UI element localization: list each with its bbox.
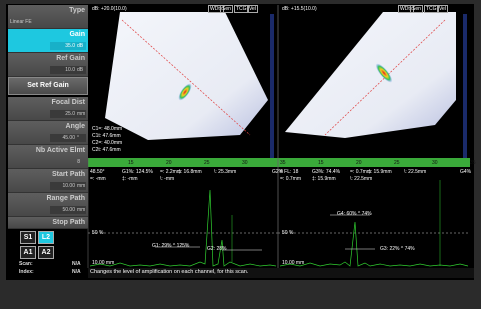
menu-label: Start Path xyxy=(8,171,85,178)
header-field: ‡: 16.8mm xyxy=(178,169,202,175)
ruler-label: 25 xyxy=(204,160,210,166)
ruler-label: 30 xyxy=(432,160,438,166)
header-field: ‡: 15.9mm xyxy=(312,176,336,182)
menu-label: Ref Gain xyxy=(8,55,85,62)
level-label: 50 % xyxy=(282,230,293,236)
view-button[interactable]: Vel xyxy=(247,5,258,13)
menu-label: Range Path xyxy=(8,195,85,202)
channel-button[interactable]: S1 xyxy=(20,231,36,244)
view-button[interactable]: Sen xyxy=(220,5,233,13)
ruler-label: 35 xyxy=(280,160,286,166)
info-label: Scan: xyxy=(19,261,33,267)
header-field: # FL: 18 xyxy=(280,169,298,175)
menu-label: Stop Path xyxy=(8,219,85,226)
menu-value: 25.0 xyxy=(50,111,75,117)
header-field: G1%: 124.5% xyxy=(122,169,153,175)
range-label: 10.00 mm xyxy=(282,260,304,266)
header-field: \: 25.3mm xyxy=(214,169,236,175)
menu-unit: ° xyxy=(77,135,86,141)
menu-value: 45.00 xyxy=(50,135,75,141)
gate-label: G4: 60% ^ 74% xyxy=(337,211,372,217)
app-window: TypeLinear FEGain35.0dBRef Gain10.0dBSet… xyxy=(0,0,481,309)
ruler-label: 25 xyxy=(394,160,400,166)
menu-value: 10.00 xyxy=(50,183,75,189)
menu-unit: dB xyxy=(77,43,86,49)
header-field: G4% xyxy=(460,169,471,175)
channel-button[interactable]: A1 xyxy=(20,246,36,259)
header-field: G3%: 74.4% xyxy=(312,169,340,175)
ruler-label: 35 xyxy=(470,160,476,166)
header-field: =: 0.7mm xyxy=(280,176,301,182)
cursor-readout: C2=: 40.0mm xyxy=(92,140,122,146)
level-label: 50 % xyxy=(92,230,103,236)
gain-readout: dB: +20.0(10.0) xyxy=(92,6,127,12)
menu-unit: dB xyxy=(77,67,86,73)
ruler-label: 30 xyxy=(242,160,248,166)
ruler-label: 20 xyxy=(166,160,172,166)
header-field: ‡: -mm xyxy=(122,176,138,182)
menu-label: Gain xyxy=(8,31,85,38)
menu-button[interactable]: Set Ref Gain xyxy=(8,77,88,95)
ruler-label: 15 xyxy=(318,160,324,166)
header-field: =: -mm xyxy=(90,176,106,182)
view-button[interactable]: Sen xyxy=(410,5,423,13)
menu-value: Linear FE xyxy=(10,19,32,25)
menu-value: 8 xyxy=(10,159,80,165)
menu-unit: mm xyxy=(77,183,86,189)
header-field: \: 22.5mm xyxy=(404,169,426,175)
gain-readout: dB: +15.5(10.0) xyxy=(282,6,317,12)
channel-button[interactable]: L2 xyxy=(38,231,54,244)
menu-label: Focal Dist xyxy=(8,99,85,106)
gate-label: G1: 29% ^ 125% xyxy=(152,243,189,249)
cursor-readout: C1=: 48.0mm xyxy=(92,126,122,132)
menu-value: 10.0 xyxy=(50,67,75,73)
header-field: \: 22.5mm xyxy=(350,176,372,182)
header-field: ‡: 15.9mm xyxy=(368,169,392,175)
menu-value: 35.0 xyxy=(50,43,75,49)
channel-button[interactable]: A2 xyxy=(38,246,54,259)
menu-unit: mm xyxy=(77,207,86,213)
menu-value: 50.00 xyxy=(50,207,75,213)
ruler-label: 15 xyxy=(128,160,134,166)
gate-label: G2: 28% xyxy=(207,246,226,252)
range-label: 10.00 mm xyxy=(92,260,114,266)
status-bar: Changes the level of amplification on ea… xyxy=(90,269,248,275)
menu-unit: mm xyxy=(77,111,86,117)
info-label: Index: xyxy=(19,269,34,275)
menu-label: Type xyxy=(8,7,85,14)
menu-label: Nb Active Elmt xyxy=(8,147,85,154)
cursor-readout: C1t: 47.6mm xyxy=(92,133,121,139)
info-value: N/A xyxy=(72,261,81,267)
cursor-readout: C2t: 47.6mm xyxy=(92,147,121,153)
info-value: N/A xyxy=(72,269,81,275)
view-button[interactable]: Vel xyxy=(437,5,448,13)
header-field: 48.50° xyxy=(90,169,105,175)
gate-label: G3: 22% ^ 74% xyxy=(380,246,415,252)
ruler-label: 20 xyxy=(356,160,362,166)
header-field: \: -mm xyxy=(160,176,174,182)
menu-label: Angle xyxy=(8,123,85,130)
